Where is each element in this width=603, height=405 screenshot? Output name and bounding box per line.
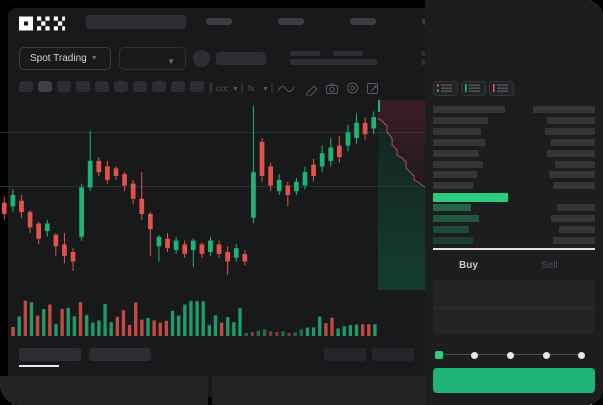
svg-text:fx: fx	[248, 84, 254, 93]
svg-text:▼: ▼	[232, 86, 239, 93]
svg-text:ссс: ссс	[216, 84, 228, 93]
svg-text:▼: ▼	[262, 86, 269, 93]
